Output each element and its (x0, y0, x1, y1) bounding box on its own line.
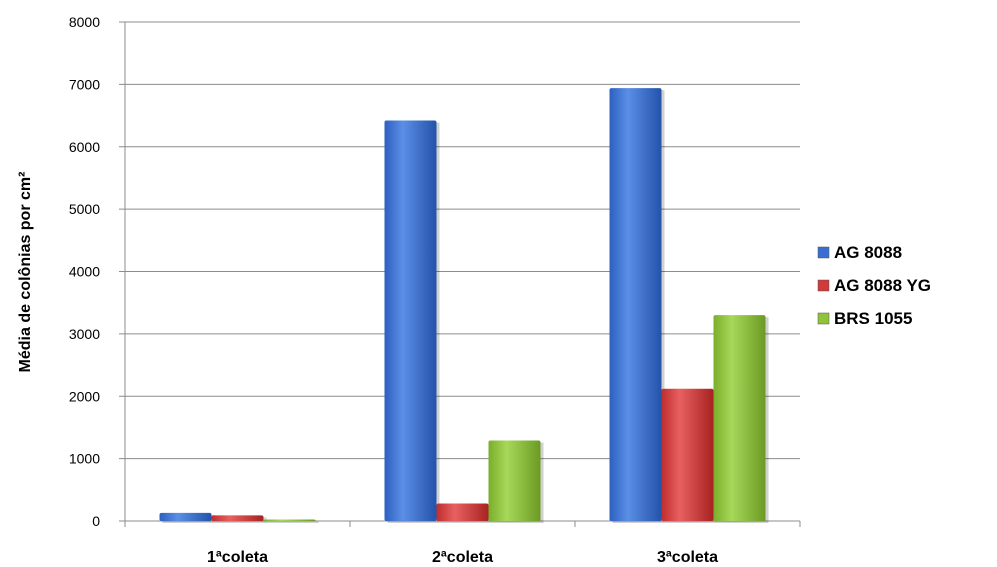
bars (159, 88, 769, 524)
bar-ag-8088-3 (609, 88, 662, 522)
y-tick-label: 7000 (69, 76, 100, 92)
bar-ag-8088-yg-2 (436, 503, 489, 521)
x-tick-label: 3ªcoleta (657, 549, 718, 566)
legend-swatch (817, 246, 830, 259)
y-tick-label: 3000 (69, 326, 100, 342)
y-axis-label: Média de colônias por cm² (17, 172, 34, 373)
legend-swatch (817, 312, 830, 325)
y-tick-label: 6000 (69, 139, 100, 155)
x-tick-label: 1ªcoleta (207, 549, 268, 566)
y-tick-label: 2000 (69, 388, 100, 404)
bar-brs-1055-2 (488, 440, 541, 521)
gridlines (119, 21, 800, 522)
legend-swatch (817, 279, 830, 292)
legend-label: BRS 1055 (834, 309, 912, 328)
bar-shadow (266, 521, 319, 523)
x-tick-labels: 1ªcoleta 2ªcoleta 3ªcoleta (207, 549, 718, 566)
bar-brs-1055-1 (263, 519, 316, 521)
bar-brs-1055-3 (713, 315, 766, 521)
legend: AG 8088 AG 8088 YG BRS 1055 (817, 243, 931, 328)
y-tick-label: 8000 (69, 14, 100, 30)
legend-label: AG 8088 (834, 243, 902, 262)
y-tick-label: 5000 (69, 201, 100, 217)
bar-ag-8088-yg-1 (211, 515, 264, 521)
bar-ag-8088-yg-3 (661, 388, 714, 521)
y-tick-label: 0 (92, 513, 100, 529)
bar-ag-8088-1 (159, 512, 212, 521)
y-tick-label: 1000 (69, 451, 100, 467)
y-tick-labels: 0 1000 2000 3000 4000 5000 6000 7000 8000 (69, 14, 100, 529)
legend-label: AG 8088 YG (834, 276, 931, 295)
bar-ag-8088-2 (384, 120, 437, 522)
y-tick-label: 4000 (69, 264, 100, 280)
x-tick-label: 2ªcoleta (432, 549, 493, 566)
